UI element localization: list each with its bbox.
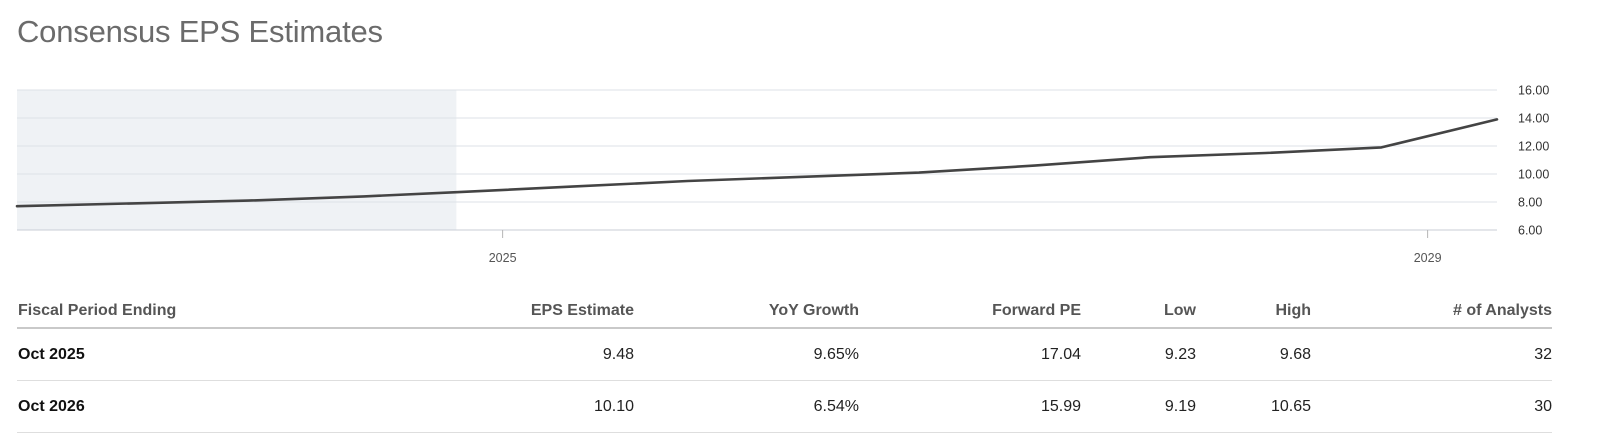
header-eps-estimate[interactable]: EPS Estimate: [397, 293, 634, 329]
page-title: Consensus EPS Estimates: [17, 14, 383, 49]
y-tick-label: 12.00: [1518, 140, 1549, 154]
cell-period: Oct 2026: [17, 380, 397, 433]
cell-yoy-growth: 6.54%: [634, 380, 859, 433]
header-high[interactable]: High: [1196, 293, 1311, 329]
cell-high: 9.68: [1196, 328, 1311, 381]
y-tick-label: 8.00: [1518, 196, 1542, 210]
x-axis: 2025 2029: [489, 230, 1442, 265]
table-row: Oct 2026 10.10 6.54% 15.99 9.19 10.65 30: [17, 380, 1552, 433]
historical-shade: [17, 90, 457, 230]
cell-forward-pe: 17.04: [859, 328, 1081, 381]
header-fiscal-period[interactable]: Fiscal Period Ending: [17, 293, 397, 329]
cell-analysts: 32: [1311, 328, 1552, 381]
table-header-row: Fiscal Period Ending EPS Estimate YoY Gr…: [17, 293, 1552, 329]
header-forward-pe[interactable]: Forward PE: [859, 293, 1081, 329]
table-row: Oct 2025 9.48 9.65% 17.04 9.23 9.68 32: [17, 328, 1552, 381]
cell-high: 10.65: [1196, 380, 1311, 433]
y-tick-label: 16.00: [1518, 84, 1549, 98]
header-analysts[interactable]: # of Analysts: [1311, 293, 1552, 329]
cell-eps-estimate: 10.10: [397, 380, 634, 433]
y-tick-label: 10.00: [1518, 168, 1549, 182]
cell-low: 9.19: [1081, 380, 1196, 433]
eps-series-line: [15, 118, 1499, 208]
y-tick-labels: 6.00 8.00 10.00 12.00 14.00 16.00: [1518, 84, 1549, 238]
cell-low: 9.23: [1081, 328, 1196, 381]
eps-estimates-table: Fiscal Period Ending EPS Estimate YoY Gr…: [17, 293, 1552, 433]
cell-period: Oct 2025: [17, 328, 397, 381]
x-tick-label: 2025: [489, 251, 517, 265]
cell-yoy-growth: 9.65%: [634, 328, 859, 381]
header-low[interactable]: Low: [1081, 293, 1196, 329]
eps-line-chart: 2025 2029 6.00 8.00 10.00 12.00 14.00 16.00: [15, 84, 1549, 265]
x-tick-label: 2029: [1414, 251, 1442, 265]
cell-analysts: 30: [1311, 380, 1552, 433]
y-tick-label: 6.00: [1518, 224, 1542, 238]
cell-forward-pe: 15.99: [859, 380, 1081, 433]
y-tick-label: 14.00: [1518, 112, 1549, 126]
y-gridlines: [17, 89, 1497, 231]
header-yoy-growth[interactable]: YoY Growth: [634, 293, 859, 329]
cell-eps-estimate: 9.48: [397, 328, 634, 381]
